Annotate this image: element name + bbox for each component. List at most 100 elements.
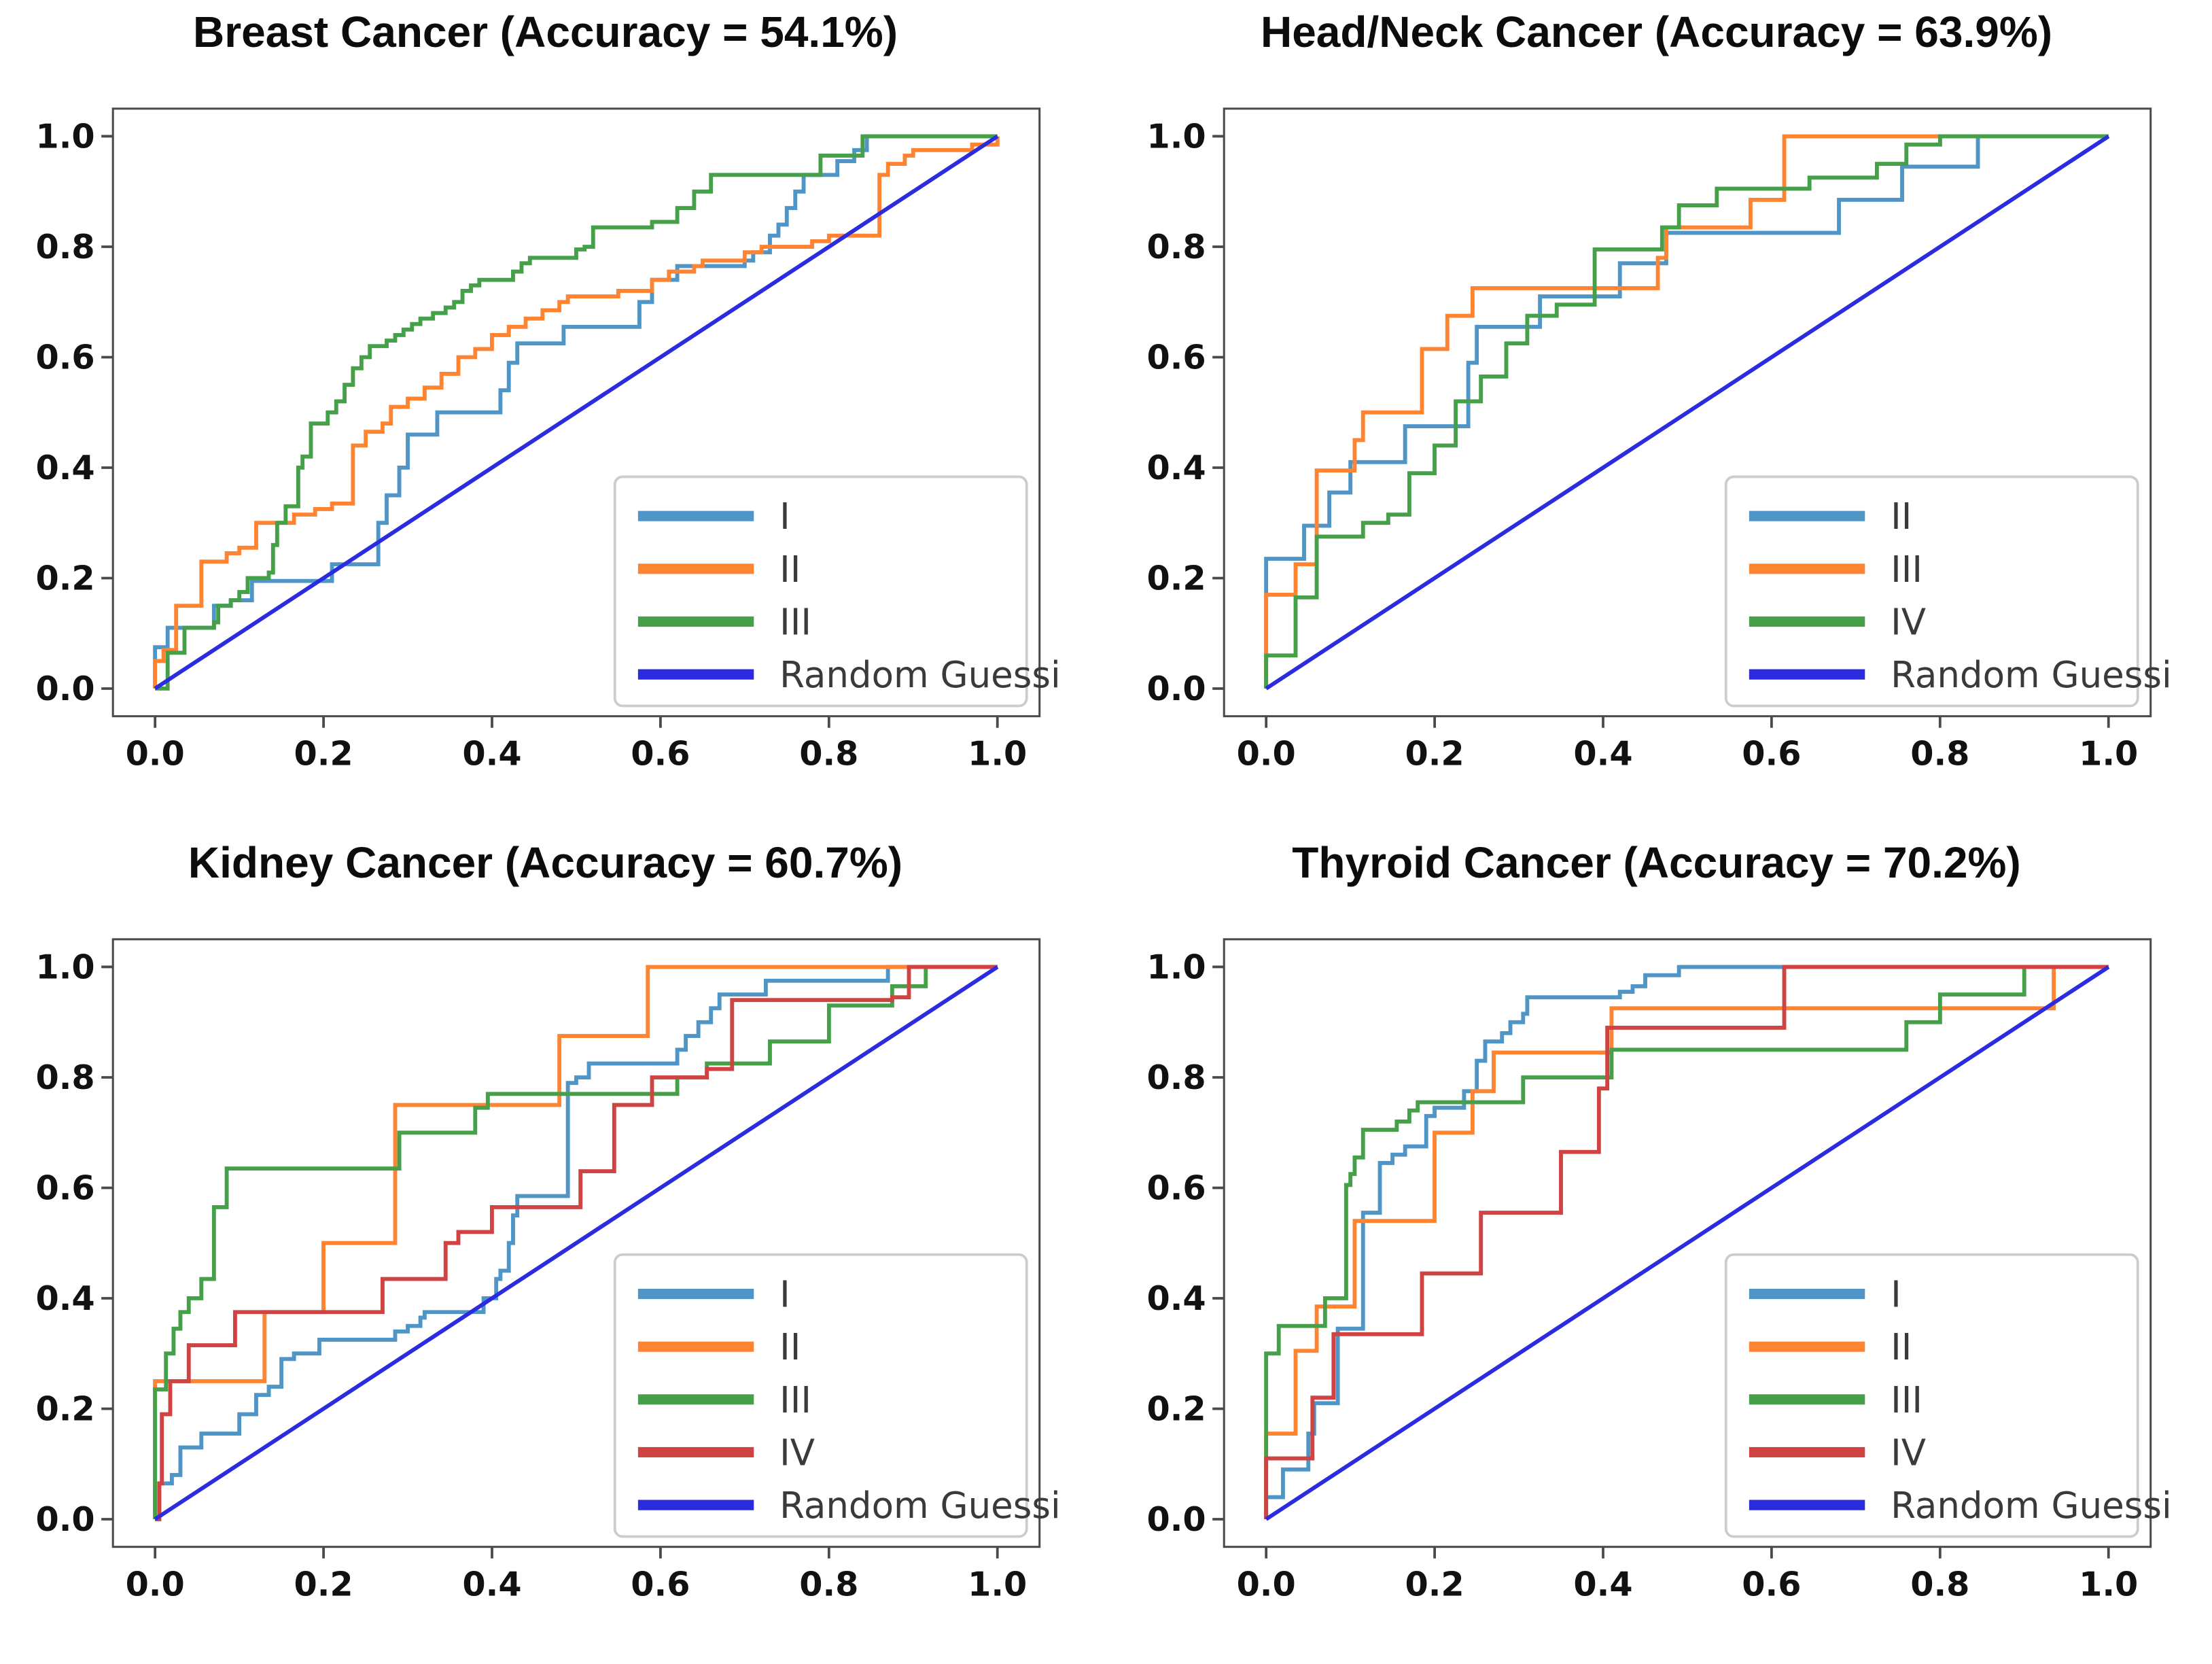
x-tick-label: 0.0 — [126, 734, 185, 774]
roc-curve-iii — [1264, 965, 2109, 1520]
y-tick-label: 1.0 — [1146, 948, 1206, 987]
y-tick-label: 0.6 — [35, 338, 94, 377]
x-tick-label: 0.8 — [1910, 1565, 1969, 1604]
x-tick-label: 1.0 — [2079, 1565, 2138, 1604]
roc-panel-thyroid: Thyroid Cancer (Accuracy = 70.2%) 0.0 0.0… — [1142, 836, 2171, 1650]
y-tick-label: 0.6 — [1146, 338, 1206, 377]
legend-label: Random Guessing — [1891, 1485, 2171, 1527]
legend-label: II — [779, 549, 801, 591]
axes-box — [1223, 107, 2152, 718]
legend-label: Random Guessing — [779, 654, 1060, 696]
roc-curve-iv — [1264, 965, 2109, 1520]
legend-label: II — [1891, 496, 1912, 538]
legend-entry: IV — [1749, 1432, 1926, 1474]
x-tick-label: 0.6 — [631, 734, 690, 774]
legend-entry: I — [1749, 1274, 1901, 1316]
roc-curve-random-guessing — [154, 135, 999, 691]
y-tick-label: 0.2 — [1146, 1389, 1206, 1429]
roc-curve-iv — [155, 965, 998, 1522]
legend-entry: Random Guessing — [1749, 1485, 2171, 1527]
legend-label: III — [1891, 1379, 1923, 1421]
roc-plot-thyroid: 0.00.00.20.20.40.40.60.60.80.81.01.0IIII… — [1146, 938, 2171, 1604]
legend-label: I — [779, 496, 790, 538]
roc-curve-ii — [1264, 965, 2109, 1520]
roc-curve-ii — [153, 965, 998, 1520]
y-tick-label: 0.0 — [35, 669, 94, 708]
y-tick-label: 0.0 — [1146, 1500, 1206, 1539]
x-tick-label: 1.0 — [968, 734, 1027, 774]
x-tick-label: 0.6 — [1742, 1565, 1801, 1604]
legend-box — [1724, 475, 2139, 708]
roc-curve-iii — [155, 134, 998, 691]
legend-entry: I — [637, 1274, 790, 1316]
y-tick-label: 0.8 — [35, 227, 94, 266]
roc-curve-ii — [153, 136, 1000, 689]
y-tick-label: 0.8 — [1146, 1058, 1206, 1097]
x-tick-label: 1.0 — [2079, 734, 2138, 774]
legend-label: III — [779, 602, 811, 644]
legend-entry: I — [637, 496, 790, 538]
x-tick-label: 0.0 — [1237, 1565, 1296, 1604]
legend-label: I — [1891, 1274, 1901, 1316]
axes-box — [1223, 938, 2152, 1548]
y-tick-label: 0.2 — [35, 1389, 94, 1429]
legend-label: IV — [1891, 602, 1926, 644]
y-tick-label: 0.2 — [1146, 559, 1206, 598]
legend-entry: III — [1749, 549, 1923, 591]
x-tick-label: 0.6 — [1742, 734, 1801, 774]
x-tick-label: 0.0 — [1237, 734, 1296, 774]
roc-plot-kidney: 0.00.00.20.20.40.40.60.60.80.81.01.0IIII… — [35, 938, 1060, 1604]
legend-entry: IV — [1749, 602, 1926, 644]
legend-label: II — [779, 1326, 801, 1368]
panel-title-kidney: Kidney Cancer (Accuracy = 60.7%) — [188, 838, 903, 887]
legend-label: IV — [779, 1432, 815, 1474]
legend-entry: II — [1749, 1326, 1912, 1368]
legend-label: Random Guessing — [779, 1485, 1060, 1527]
roc-curve-random-guessing — [1265, 135, 2110, 691]
legend-entry: II — [637, 549, 801, 591]
y-tick-label: 1.0 — [35, 117, 94, 156]
x-tick-label: 0.6 — [631, 1565, 690, 1604]
legend-box — [1724, 1253, 2139, 1538]
roc-panel-head-neck: Head/Neck Cancer (Accuracy = 63.9%) 0.0 0… — [1142, 5, 2171, 820]
legend-entry: Random Guessing — [1749, 654, 2171, 696]
legend-label: IV — [1891, 1432, 1926, 1474]
x-tick-label: 1.0 — [968, 1565, 1027, 1604]
x-tick-label: 0.8 — [799, 1565, 858, 1604]
y-tick-label: 0.4 — [1146, 448, 1206, 487]
roc-curve-iii — [153, 965, 998, 1520]
x-tick-label: 0.2 — [1405, 734, 1464, 774]
roc-panel-kidney: Kidney Cancer (Accuracy = 60.7%) 0.0 0.0 0… — [31, 836, 1060, 1650]
legend-entry: III — [1749, 1379, 1923, 1421]
roc-plot-head-neck: 0.00.00.20.20.40.40.60.60.80.81.01.0IIII… — [1146, 107, 2171, 774]
roc-curve-iv — [1264, 134, 2109, 689]
y-tick-label: 0.4 — [1146, 1279, 1206, 1318]
legend-box — [613, 1253, 1028, 1538]
axes-box — [111, 938, 1041, 1548]
x-tick-label: 0.0 — [126, 1565, 185, 1604]
legend-entry: II — [1749, 496, 1912, 538]
legend-label: Random Guessing — [1891, 654, 2171, 696]
roc-plot-breast: 0.00.00.20.20.40.40.60.60.80.81.01.0IIII… — [35, 107, 1060, 774]
x-tick-label: 0.4 — [462, 1565, 521, 1604]
roc-curve-random-guessing — [154, 965, 999, 1521]
x-tick-label: 0.4 — [1573, 1565, 1632, 1604]
y-tick-label: 0.4 — [35, 1279, 94, 1318]
legend-label: II — [1891, 1326, 1912, 1368]
axes-box — [111, 107, 1041, 718]
y-tick-label: 0.8 — [1146, 227, 1206, 266]
panel-title-head-neck: Head/Neck Cancer (Accuracy = 63.9%) — [1260, 7, 2053, 56]
y-tick-label: 0.4 — [35, 448, 94, 487]
y-tick-label: 0.0 — [35, 1500, 94, 1539]
roc-panel-breast: Breast Cancer (Accuracy = 54.1%) 0.0 0.0 0… — [31, 5, 1060, 820]
x-tick-label: 0.8 — [799, 734, 858, 774]
legend-label: III — [1891, 549, 1923, 591]
panel-title-thyroid: Thyroid Cancer (Accuracy = 70.2%) — [1292, 838, 2021, 887]
y-tick-label: 0.6 — [1146, 1168, 1206, 1208]
legend-box — [613, 475, 1028, 708]
y-tick-label: 0.0 — [1146, 669, 1206, 708]
